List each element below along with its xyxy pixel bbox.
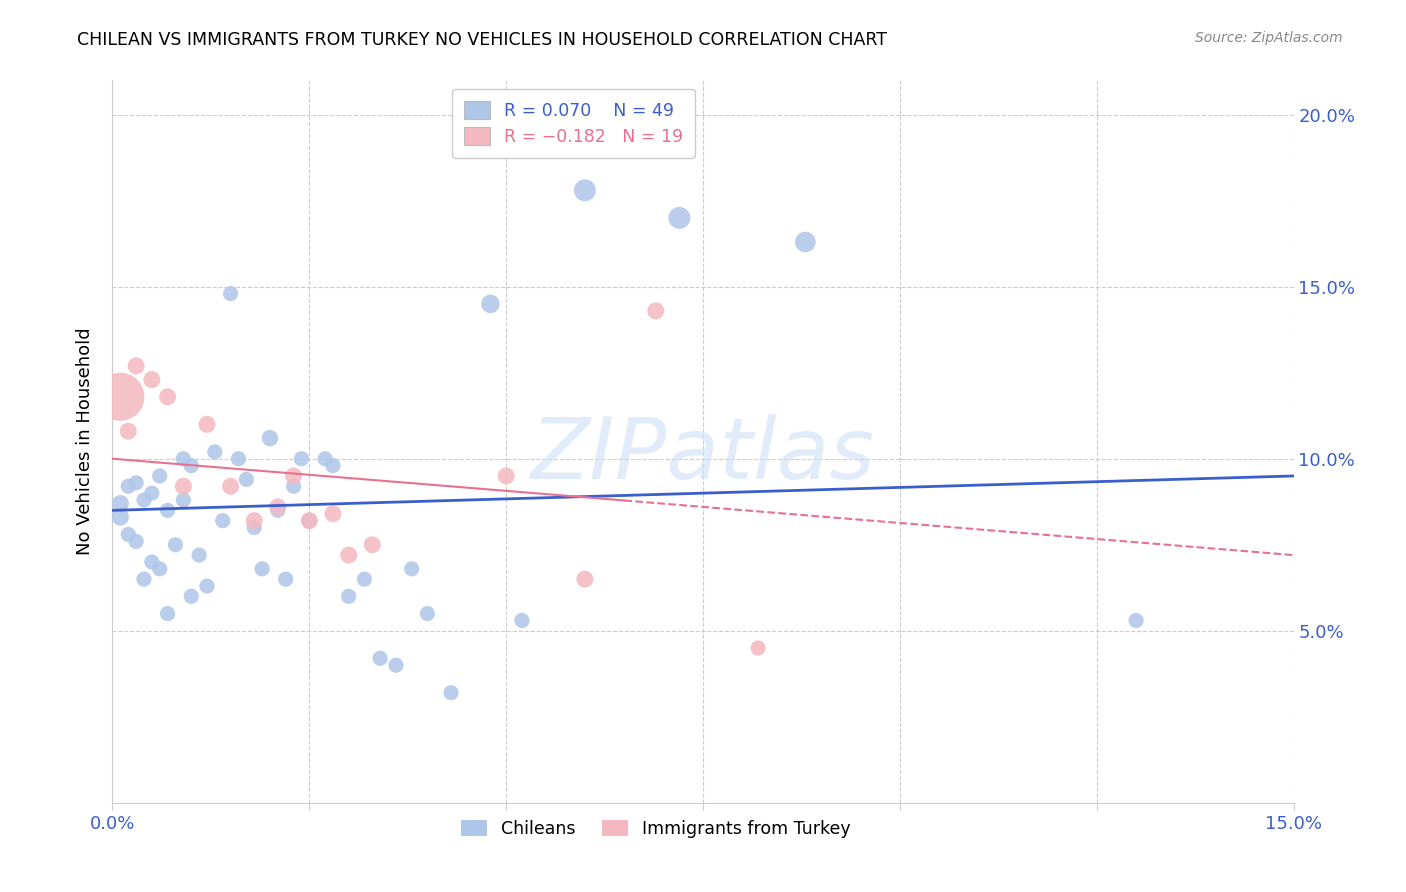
Point bbox=[353, 572, 375, 586]
Point bbox=[172, 479, 194, 493]
Point bbox=[172, 493, 194, 508]
Point bbox=[574, 183, 596, 197]
Point bbox=[117, 424, 139, 438]
Point bbox=[283, 479, 305, 493]
Point bbox=[243, 514, 266, 528]
Point bbox=[132, 572, 155, 586]
Point bbox=[283, 469, 305, 483]
Point bbox=[668, 211, 690, 225]
Point bbox=[180, 458, 202, 473]
Point bbox=[156, 390, 179, 404]
Point bbox=[337, 590, 360, 604]
Point bbox=[110, 510, 132, 524]
Point bbox=[794, 235, 817, 249]
Point bbox=[267, 503, 290, 517]
Point bbox=[141, 373, 163, 387]
Point bbox=[1125, 614, 1147, 628]
Point bbox=[416, 607, 439, 621]
Point bbox=[165, 538, 187, 552]
Point bbox=[117, 479, 139, 493]
Point bbox=[385, 658, 408, 673]
Point bbox=[235, 472, 257, 486]
Point bbox=[180, 590, 202, 604]
Point bbox=[314, 451, 336, 466]
Point bbox=[156, 503, 179, 517]
Point bbox=[156, 607, 179, 621]
Point bbox=[172, 451, 194, 466]
Point bbox=[195, 417, 218, 432]
Point bbox=[211, 514, 233, 528]
Point bbox=[149, 469, 172, 483]
Point bbox=[322, 458, 344, 473]
Point bbox=[195, 579, 218, 593]
Point bbox=[440, 686, 463, 700]
Point bbox=[219, 286, 242, 301]
Point bbox=[141, 486, 163, 500]
Point bbox=[132, 493, 155, 508]
Point bbox=[243, 520, 266, 534]
Point bbox=[149, 562, 172, 576]
Point bbox=[495, 469, 517, 483]
Point bbox=[117, 527, 139, 541]
Point bbox=[298, 514, 321, 528]
Y-axis label: No Vehicles in Household: No Vehicles in Household bbox=[76, 327, 94, 556]
Legend: Chileans, Immigrants from Turkey: Chileans, Immigrants from Turkey bbox=[454, 813, 858, 845]
Point bbox=[337, 548, 360, 562]
Point bbox=[274, 572, 297, 586]
Text: ZIPatlas: ZIPatlas bbox=[531, 415, 875, 498]
Point bbox=[267, 500, 290, 514]
Point bbox=[510, 614, 533, 628]
Point bbox=[125, 475, 148, 490]
Point bbox=[259, 431, 281, 445]
Text: CHILEAN VS IMMIGRANTS FROM TURKEY NO VEHICLES IN HOUSEHOLD CORRELATION CHART: CHILEAN VS IMMIGRANTS FROM TURKEY NO VEH… bbox=[77, 31, 887, 49]
Point bbox=[644, 303, 666, 318]
Point bbox=[141, 555, 163, 569]
Point bbox=[228, 451, 250, 466]
Point bbox=[479, 297, 502, 311]
Point bbox=[298, 514, 321, 528]
Point bbox=[322, 507, 344, 521]
Point bbox=[290, 451, 312, 466]
Point bbox=[125, 359, 148, 373]
Point bbox=[204, 445, 226, 459]
Point bbox=[125, 534, 148, 549]
Point bbox=[747, 640, 769, 655]
Text: Source: ZipAtlas.com: Source: ZipAtlas.com bbox=[1195, 31, 1343, 45]
Point bbox=[361, 538, 384, 552]
Point bbox=[574, 572, 596, 586]
Point bbox=[401, 562, 423, 576]
Point bbox=[368, 651, 391, 665]
Point bbox=[250, 562, 273, 576]
Point bbox=[110, 496, 132, 510]
Point bbox=[110, 390, 132, 404]
Point bbox=[188, 548, 211, 562]
Point bbox=[219, 479, 242, 493]
